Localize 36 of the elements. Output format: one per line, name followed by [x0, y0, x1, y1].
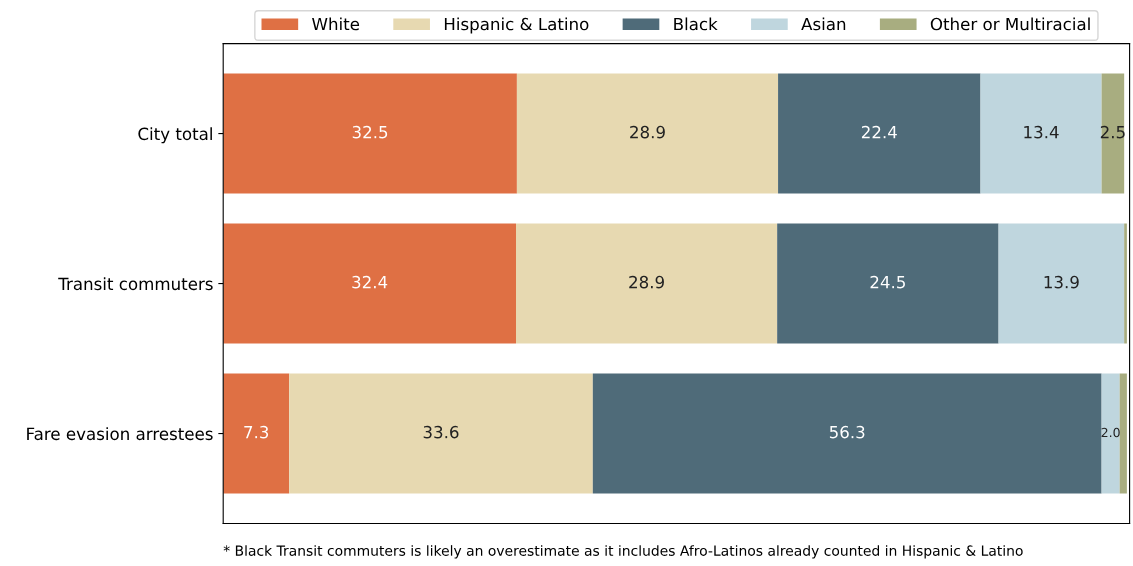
- legend-label: White: [312, 17, 360, 31]
- bar: [223, 373, 290, 494]
- data-label: 2.0: [1101, 427, 1120, 438]
- bar: [1124, 223, 1127, 344]
- bar: [778, 73, 981, 194]
- data-label: 28.9: [630, 125, 665, 139]
- legend-label: Hispanic & Latino: [444, 17, 589, 34]
- data-label: 32.4: [352, 275, 388, 289]
- bar: [980, 73, 1102, 194]
- bar: [1101, 73, 1125, 194]
- data-label: 56.3: [829, 425, 865, 439]
- legend-label: Black: [674, 17, 718, 31]
- bar: [592, 373, 1102, 494]
- bar: [289, 373, 593, 494]
- legend-label: Other or Multiracial: [930, 17, 1090, 31]
- data-label: 7.3: [244, 425, 269, 439]
- text: * Black Transit commuters is likely an overestimate as it includes Afro-Latinos already counted in Hispanic & Latino: [223, 545, 1023, 559]
- bar: [777, 223, 999, 344]
- bar: [223, 73, 517, 194]
- data-label: 28.9: [629, 275, 664, 289]
- data-label: 33.6: [423, 425, 459, 439]
- bar: [516, 223, 778, 344]
- y-tick-label: Transit commuters: [58, 277, 213, 291]
- data-label: 22.4: [861, 125, 897, 139]
- bar: [223, 223, 516, 344]
- data-label: 13.9: [1044, 275, 1079, 289]
- bar: [1119, 373, 1127, 494]
- legend-label: Asian: [801, 17, 846, 31]
- data-label: 32.5: [352, 125, 388, 139]
- bar: [1101, 373, 1120, 494]
- y-tick-label: Fare evasion arrestees: [27, 427, 213, 441]
- data-label: 13.4: [1024, 125, 1059, 139]
- bar: [998, 223, 1125, 344]
- bar: [516, 73, 779, 194]
- data-label: 24.5: [870, 275, 905, 289]
- y-tick-label: City total: [138, 127, 212, 144]
